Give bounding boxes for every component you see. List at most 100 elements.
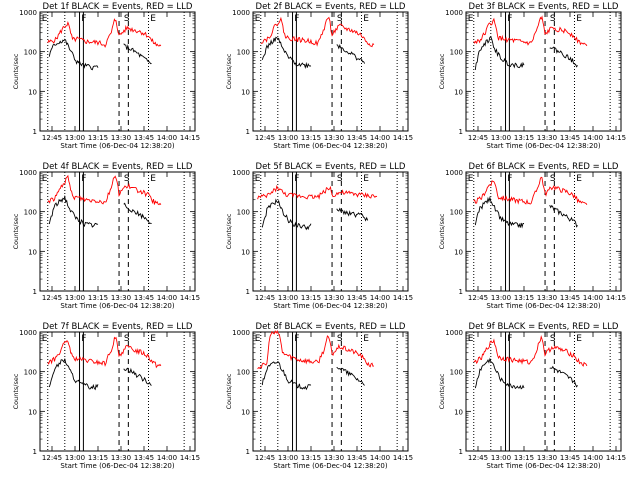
series-events-line bbox=[474, 36, 525, 70]
x-tick-label: 14:15 bbox=[180, 294, 200, 302]
x-tick-label: 12:45 bbox=[255, 454, 275, 462]
series-events-line bbox=[549, 204, 578, 228]
event-marker: F bbox=[507, 334, 512, 344]
series-events-line bbox=[474, 357, 525, 390]
x-axis-label: Start Time (06-Dec-04 12:38:20) bbox=[486, 462, 600, 470]
y-tick-label: 1 bbox=[33, 448, 37, 456]
event-marker: S bbox=[337, 334, 343, 344]
x-axis-label: Start Time (06-Dec-04 12:38:20) bbox=[60, 462, 174, 470]
x-tick-label: 14:00 bbox=[583, 134, 603, 142]
panel-title: Det 2f BLACK = Events, RED = LLD bbox=[256, 2, 406, 12]
x-tick-label: 14:00 bbox=[583, 454, 603, 462]
x-tick-label: 13:15 bbox=[301, 454, 321, 462]
series-lld-line bbox=[473, 334, 588, 367]
x-tick-label: 13:00 bbox=[278, 294, 298, 302]
panel-title: Det 9f BLACK = Events, RED = LLD bbox=[469, 322, 619, 332]
x-tick-label: 13:30 bbox=[324, 454, 344, 462]
event-marker: E bbox=[576, 14, 582, 24]
series-events-line bbox=[336, 366, 365, 386]
event-marker: E bbox=[363, 174, 369, 184]
event-marker: E bbox=[468, 174, 474, 184]
y-tick-label: 1 bbox=[246, 128, 250, 136]
x-tick-label: 14:15 bbox=[393, 294, 413, 302]
event-marker: E bbox=[150, 14, 156, 24]
event-marker: E bbox=[42, 14, 48, 24]
y-tick-label: 1 bbox=[246, 448, 250, 456]
x-tick-label: 13:30 bbox=[111, 134, 131, 142]
plot-frame bbox=[252, 331, 409, 452]
x-tick-label: 13:15 bbox=[88, 294, 108, 302]
panel-title: Det 7f BLACK = Events, RED = LLD bbox=[43, 322, 193, 332]
x-tick-label: 13:15 bbox=[301, 294, 321, 302]
series-events-line bbox=[336, 43, 366, 64]
x-tick-label: 12:45 bbox=[42, 454, 62, 462]
x-tick-label: 13:30 bbox=[537, 454, 557, 462]
series-events-line bbox=[48, 38, 99, 71]
x-tick-label: 13:45 bbox=[560, 454, 580, 462]
x-tick-label: 13:45 bbox=[134, 134, 154, 142]
event-marker: F bbox=[294, 174, 299, 184]
panel-title: Det 4f BLACK = Events, RED = LLD bbox=[43, 162, 193, 172]
x-axis-label: Start Time (06-Dec-04 12:38:20) bbox=[273, 302, 387, 310]
x-tick-label: 14:00 bbox=[370, 294, 390, 302]
y-tick-label: 1000 bbox=[445, 9, 463, 17]
y-tick-label: 1 bbox=[33, 128, 37, 136]
plot-frame bbox=[252, 171, 409, 292]
y-tick-label: 1000 bbox=[19, 169, 37, 177]
x-tick-label: 13:15 bbox=[88, 134, 108, 142]
series-lld-line bbox=[47, 336, 162, 369]
panel-6: Det 6f BLACK = Events, RED = LLD 1 10 100 10… bbox=[438, 162, 626, 310]
event-marker: F bbox=[81, 174, 86, 184]
series-events-line bbox=[261, 198, 312, 231]
x-tick-label: 13:45 bbox=[560, 294, 580, 302]
series-events-line bbox=[261, 361, 312, 391]
plot-frame bbox=[39, 331, 196, 452]
event-marker: S bbox=[124, 334, 130, 344]
event-marker: S bbox=[337, 174, 343, 184]
y-tick-label: 1000 bbox=[232, 329, 250, 337]
event-marker: E bbox=[150, 334, 156, 344]
event-marker: E bbox=[255, 174, 261, 184]
x-tick-label: 13:45 bbox=[347, 454, 367, 462]
y-tick-label: 10 bbox=[241, 248, 250, 256]
x-tick-label: 12:45 bbox=[255, 294, 275, 302]
x-tick-label: 14:00 bbox=[370, 454, 390, 462]
y-tick-label: 1 bbox=[459, 448, 463, 456]
panel-title: Det 5f BLACK = Events, RED = LLD bbox=[256, 162, 406, 172]
y-tick-label: 100 bbox=[24, 369, 37, 377]
series-lld-line bbox=[47, 18, 162, 48]
y-tick-label: 100 bbox=[24, 209, 37, 217]
y-axis-label: Counts/sec bbox=[438, 213, 446, 249]
x-tick-label: 13:15 bbox=[301, 134, 321, 142]
event-marker: S bbox=[124, 14, 130, 24]
x-tick-label: 13:00 bbox=[65, 454, 85, 462]
event-marker: F bbox=[507, 14, 512, 24]
event-marker: S bbox=[550, 174, 556, 184]
y-tick-label: 10 bbox=[454, 88, 463, 96]
y-tick-label: 10 bbox=[28, 88, 37, 96]
event-marker: E bbox=[150, 174, 156, 184]
event-marker: E bbox=[363, 14, 369, 24]
x-tick-label: 14:15 bbox=[180, 454, 200, 462]
x-tick-label: 12:45 bbox=[468, 134, 488, 142]
series-events-line bbox=[336, 207, 369, 222]
x-tick-label: 13:00 bbox=[278, 454, 298, 462]
x-tick-label: 14:00 bbox=[157, 134, 177, 142]
y-tick-label: 10 bbox=[241, 88, 250, 96]
panel-8: Det 8f BLACK = Events, RED = LLD 1 10 100 10… bbox=[225, 322, 413, 470]
y-tick-label: 1000 bbox=[19, 329, 37, 337]
x-tick-label: 14:00 bbox=[370, 134, 390, 142]
y-tick-label: 100 bbox=[450, 209, 463, 217]
series-lld-line bbox=[257, 330, 375, 370]
y-tick-label: 100 bbox=[237, 209, 250, 217]
panel-1: Det 1f BLACK = Events, RED = LLD 1 10 100 10… bbox=[12, 2, 200, 150]
y-tick-label: 1000 bbox=[445, 169, 463, 177]
event-marker: S bbox=[337, 14, 343, 24]
y-axis-label: Counts/sec bbox=[438, 373, 446, 409]
x-tick-label: 14:00 bbox=[157, 294, 177, 302]
x-tick-label: 14:15 bbox=[393, 134, 413, 142]
y-tick-label: 10 bbox=[454, 408, 463, 416]
x-axis-label: Start Time (06-Dec-04 12:38:20) bbox=[486, 302, 600, 310]
panel-title: Det 3f BLACK = Events, RED = LLD bbox=[469, 2, 619, 12]
series-events-line bbox=[48, 194, 99, 228]
